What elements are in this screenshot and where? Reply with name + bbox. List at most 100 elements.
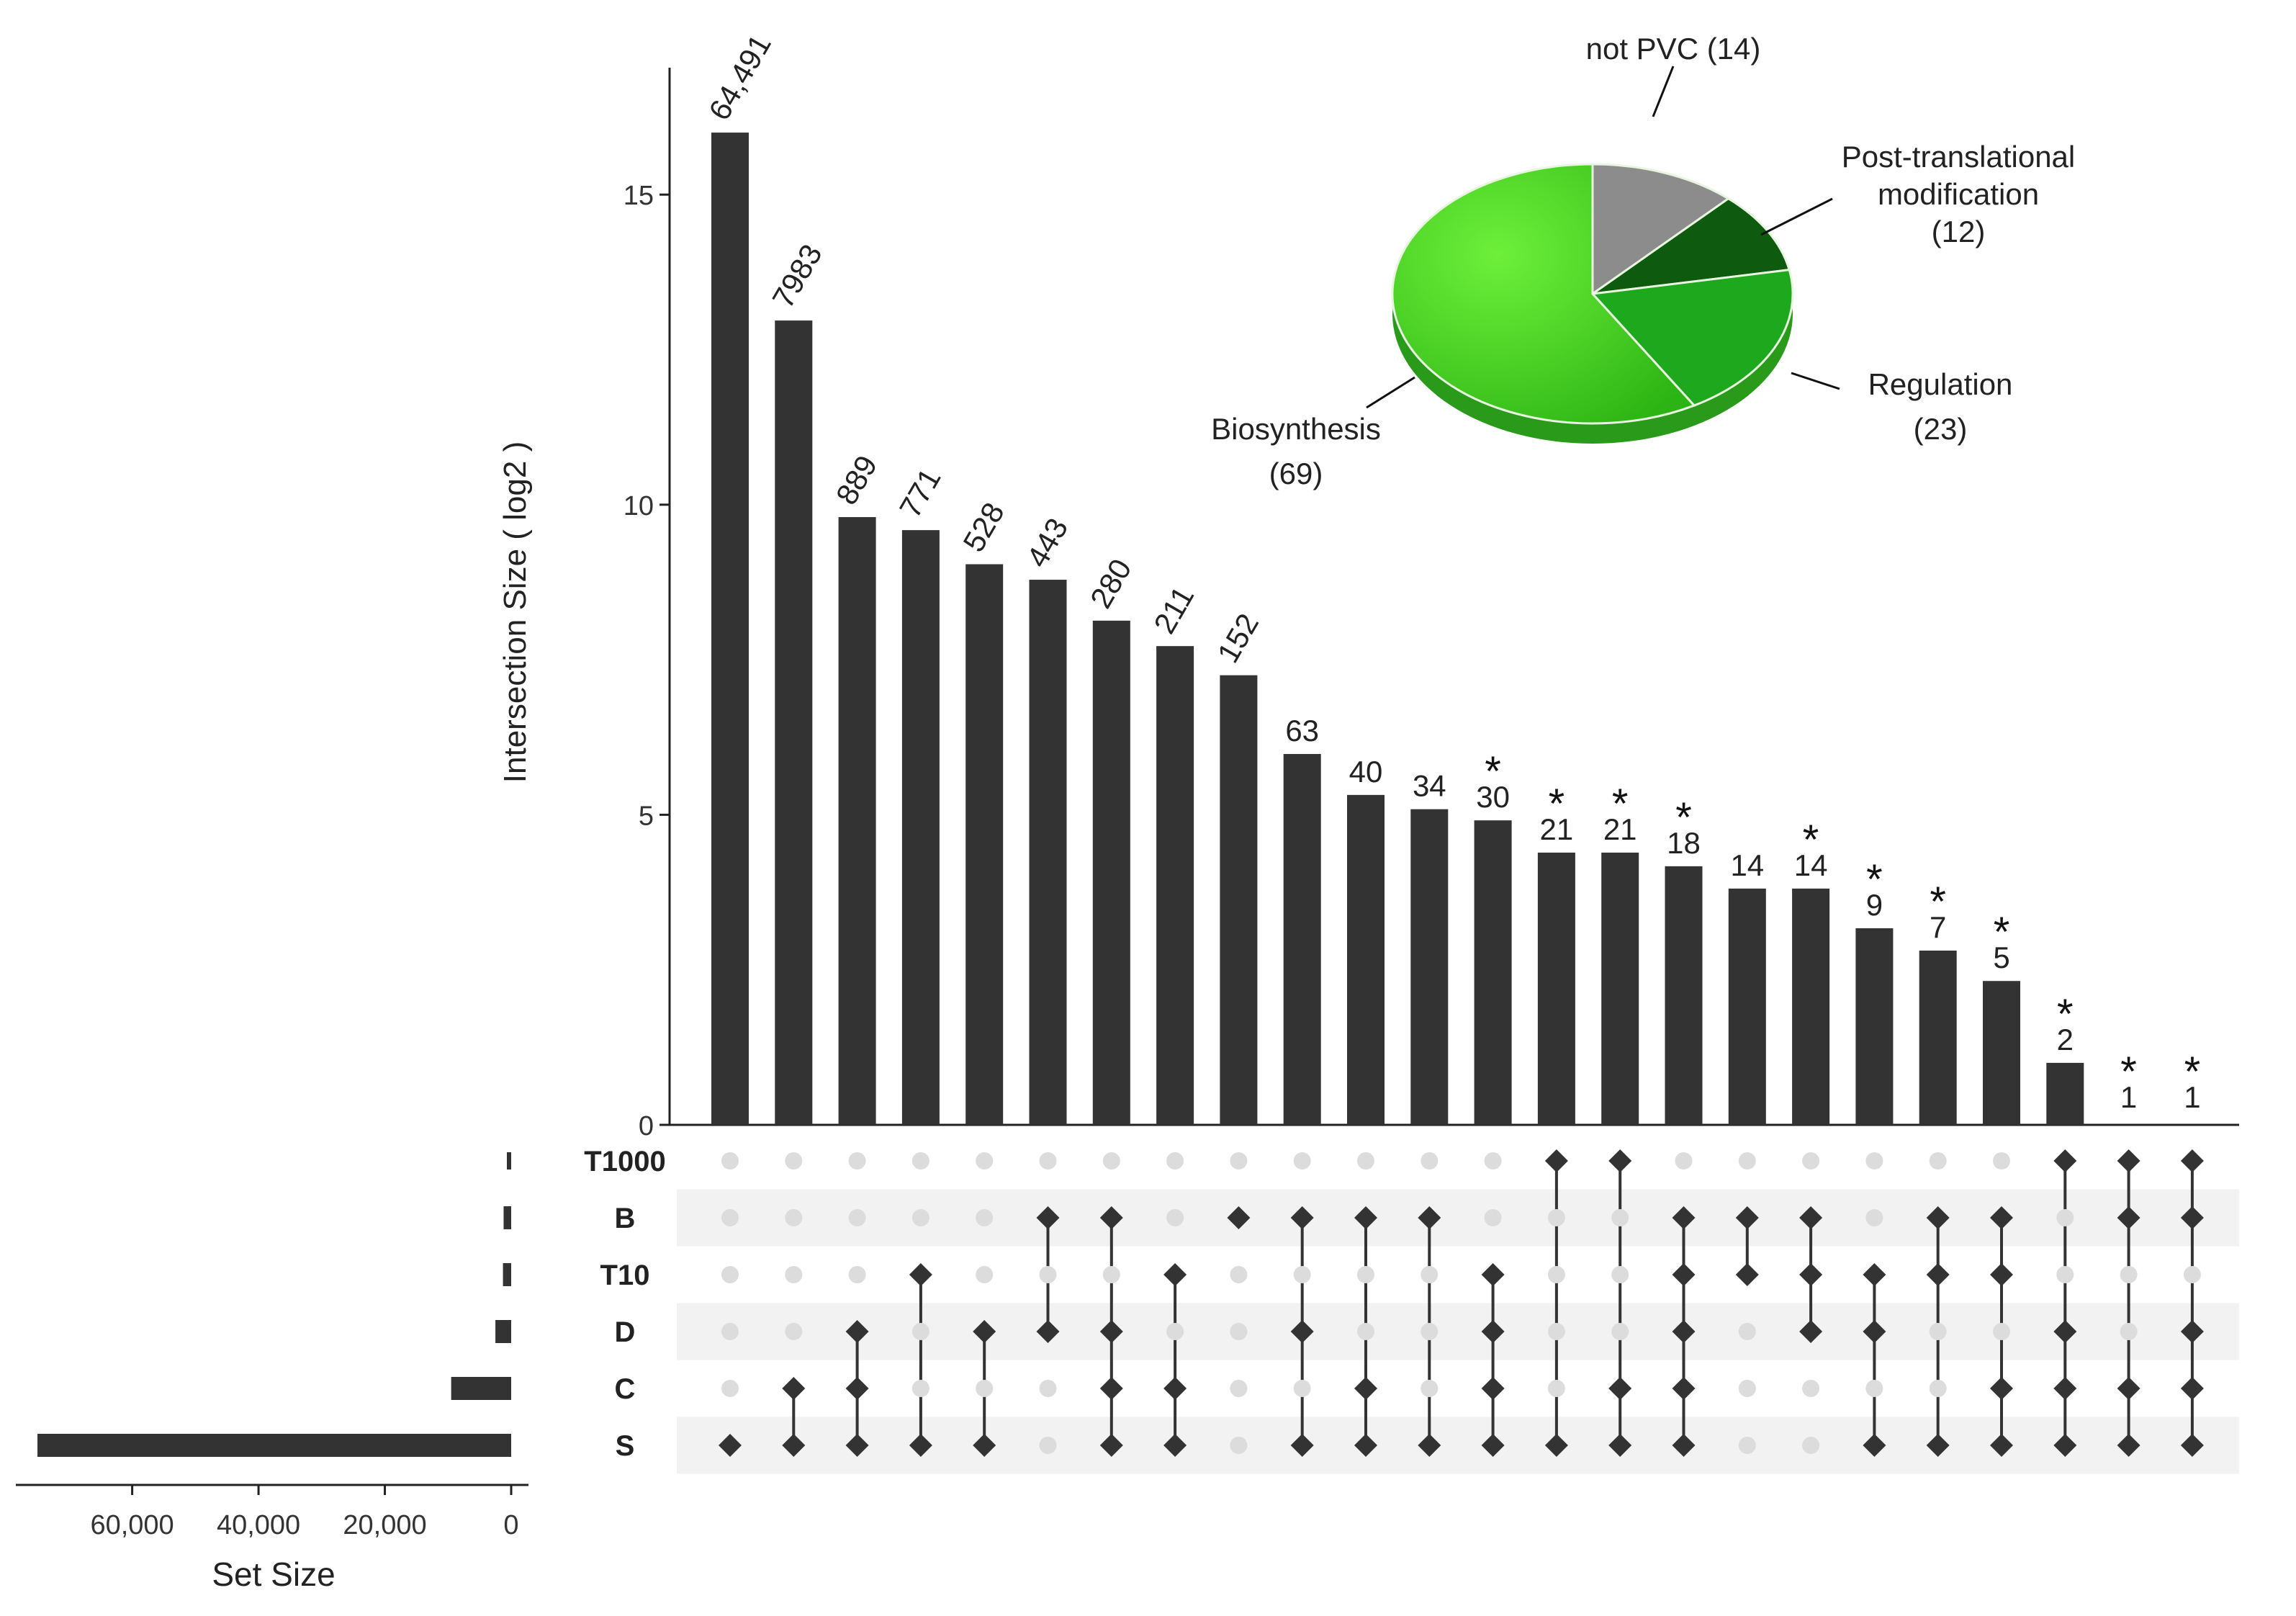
bar-value-label: 63 — [1285, 714, 1319, 748]
matrix-dot-inactive — [1357, 1152, 1374, 1170]
pie-slice-label: Biosynthesis — [1211, 412, 1381, 446]
pie-slice-not-pvc — [1591, 163, 1731, 296]
matrix-dot-inactive — [1929, 1152, 1947, 1170]
intersection-bar — [1537, 852, 1575, 1125]
set-size-bar — [503, 1263, 511, 1286]
matrix-dot-active — [1290, 1206, 1314, 1229]
matrix-dot-inactive — [976, 1152, 994, 1170]
bar-value-label: 64,491 — [702, 29, 778, 126]
matrix-dot-inactive — [1166, 1209, 1184, 1226]
intersection-bar — [1347, 794, 1385, 1125]
matrix-dot-inactive — [1611, 1323, 1629, 1340]
matrix-dot-active — [1672, 1320, 1696, 1343]
matrix-dot-inactive — [1230, 1380, 1248, 1397]
matrix-dot-inactive — [2120, 1323, 2138, 1340]
matrix-dot-inactive — [721, 1152, 739, 1170]
intersection-bar — [838, 517, 876, 1125]
matrix-dot-active — [782, 1434, 806, 1457]
matrix-dot-inactive — [1547, 1380, 1565, 1397]
matrix-dot-inactive — [911, 1152, 929, 1170]
significance-star: * — [1803, 817, 1819, 863]
bar-value-label: 280 — [1084, 553, 1138, 614]
matrix-dot-active — [845, 1377, 869, 1400]
matrix-dot-active — [1418, 1434, 1441, 1457]
pie-slice-biosynthesis — [1391, 163, 1696, 425]
matrix-dot-inactive — [1293, 1266, 1311, 1283]
matrix-dot-inactive — [1039, 1380, 1057, 1397]
intersection-bar — [1855, 928, 1894, 1125]
matrix-dot-active — [973, 1320, 996, 1343]
matrix-dot-active — [1099, 1206, 1123, 1229]
matrix-dot-inactive — [1738, 1437, 1756, 1454]
matrix-dot-active — [1481, 1320, 1505, 1343]
set-size-bar — [495, 1320, 511, 1343]
intersection-bar — [1983, 981, 2020, 1125]
matrix-dot-inactive — [1230, 1437, 1248, 1454]
matrix-row-stripe — [677, 1189, 2239, 1247]
pie-slice-label: (23) — [1914, 412, 1968, 446]
matrix-dot-active — [1990, 1434, 2013, 1457]
bar-value-label: 889 — [829, 449, 884, 510]
pie-leader-line — [1760, 197, 1833, 236]
matrix-dot-active — [1926, 1434, 1950, 1457]
matrix-dot-active — [1990, 1263, 2013, 1286]
matrix-dot-inactive — [1039, 1437, 1057, 1454]
matrix-dot-inactive — [721, 1323, 739, 1340]
bar-value-label: 34 — [1413, 769, 1446, 803]
matrix-dot-inactive — [1230, 1266, 1248, 1283]
matrix-dot-inactive — [1230, 1152, 1248, 1170]
bar-value-label: 152 — [1210, 608, 1265, 668]
set-size-bar — [503, 1206, 511, 1229]
intersection-bar — [1665, 866, 1703, 1125]
matrix-dot-inactive — [1421, 1152, 1439, 1170]
matrix-dot-active — [782, 1377, 806, 1400]
matrix-dot-active — [2053, 1434, 2077, 1457]
bar-value-label: 443 — [1020, 512, 1075, 573]
set-size-chart: 60,000 40,000 20,000 0 Set Size — [16, 1152, 528, 1593]
pie-leader-line — [1366, 376, 1415, 409]
intersection-bar — [1792, 888, 1830, 1125]
matrix-dot-inactive — [1102, 1152, 1120, 1170]
matrix-dot-active — [1290, 1434, 1314, 1457]
bar-value-label: 7 — [1930, 910, 1946, 944]
matrix-dot-active — [1990, 1377, 2013, 1400]
matrix-dot-active — [2117, 1206, 2140, 1229]
y-tick-label: 5 — [639, 801, 654, 831]
matrix-dot-inactive — [976, 1209, 994, 1226]
y-tick-label: 15 — [623, 181, 654, 211]
set-size-bar — [507, 1152, 511, 1170]
matrix-dot-active — [1544, 1149, 1568, 1172]
category-pie-chart: not PVC (14) Post-translationalmodificati… — [1211, 32, 2075, 490]
matrix-dot-active — [909, 1263, 932, 1286]
matrix-dot-active — [1163, 1263, 1187, 1286]
matrix-dot-inactive — [911, 1323, 929, 1340]
intersection-bar — [1728, 888, 1766, 1125]
intersection-bar — [1919, 951, 1957, 1125]
matrix-dot-active — [1036, 1206, 1060, 1229]
matrix-dot-active — [1735, 1263, 1759, 1286]
set-name-label: T1000 — [584, 1146, 665, 1177]
matrix-dot-active — [1608, 1149, 1632, 1172]
matrix-dot-active — [719, 1434, 742, 1457]
matrix-dot-inactive — [848, 1209, 866, 1226]
matrix-dot-active — [1418, 1206, 1441, 1229]
matrix-dot-inactive — [1993, 1152, 2010, 1170]
pie-slice-label: Regulation — [1868, 367, 2013, 401]
matrix-dot-active — [1672, 1434, 1696, 1457]
matrix-dot-active — [1227, 1206, 1251, 1229]
matrix-dot-active — [1863, 1320, 1886, 1343]
pie-slice-label: Post-translational — [1842, 140, 2076, 174]
set-size-bar — [37, 1434, 511, 1457]
matrix-dot-inactive — [1929, 1323, 1947, 1340]
intersection-bar — [711, 133, 749, 1125]
set-name-label: T10 — [600, 1260, 650, 1291]
matrix-dot-active — [1799, 1320, 1823, 1343]
matrix-dot-inactive — [1738, 1323, 1756, 1340]
matrix-dot-inactive — [721, 1380, 739, 1397]
pie-leader-line — [1652, 66, 1675, 117]
set-name-label: D — [615, 1316, 636, 1348]
bar-value-label: 7983 — [765, 238, 828, 313]
pie-slice-label: modification — [1878, 177, 2039, 211]
bar-value-label: 5 — [1993, 941, 2009, 974]
